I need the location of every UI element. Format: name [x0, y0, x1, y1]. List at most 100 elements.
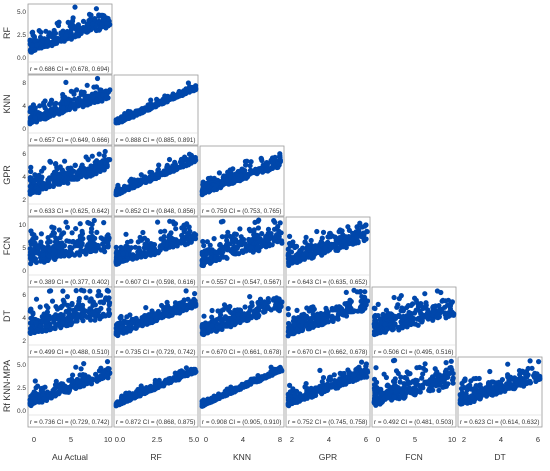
data-point — [331, 372, 337, 378]
data-point — [327, 377, 333, 383]
data-point — [75, 176, 81, 182]
data-point — [33, 296, 40, 302]
data-point — [58, 311, 64, 318]
data-point — [384, 326, 390, 332]
data-point — [236, 251, 242, 257]
data-point — [302, 384, 308, 390]
data-point — [262, 300, 268, 307]
data-point — [438, 289, 444, 296]
data-point — [148, 317, 154, 323]
data-point — [100, 167, 106, 173]
data-point — [393, 389, 399, 395]
data-point — [103, 237, 109, 243]
data-point — [52, 382, 59, 388]
data-point — [335, 247, 341, 253]
data-point — [80, 374, 86, 380]
data-point — [127, 323, 133, 329]
data-point — [117, 315, 123, 321]
data-point — [28, 261, 34, 267]
data-point — [383, 307, 389, 313]
data-point — [44, 184, 50, 190]
data-point — [298, 393, 304, 399]
data-point — [137, 234, 143, 240]
data-point — [141, 108, 148, 114]
data-point — [51, 248, 57, 254]
data-point — [120, 250, 126, 257]
data-point — [170, 241, 176, 247]
data-point — [323, 309, 330, 315]
scatter-panel: r = 0.872 CI = (0.868, 0.875) — [113, 356, 199, 428]
data-point — [46, 30, 53, 36]
data-point — [163, 170, 169, 176]
data-point — [132, 392, 138, 398]
data-point — [84, 21, 91, 27]
data-point — [351, 372, 357, 378]
data-point — [48, 108, 54, 115]
data-point — [63, 219, 69, 225]
data-point — [44, 39, 50, 45]
data-point — [35, 244, 41, 250]
data-point — [341, 370, 347, 377]
data-point — [294, 307, 300, 313]
data-point — [343, 242, 349, 248]
data-point — [85, 156, 91, 162]
data-point — [185, 370, 191, 376]
data-point — [375, 301, 381, 307]
data-point — [255, 218, 261, 224]
data-point — [447, 303, 453, 309]
data-point — [347, 297, 353, 303]
data-point — [256, 168, 262, 174]
data-point — [383, 374, 389, 381]
data-point — [77, 252, 83, 258]
data-point — [176, 88, 182, 95]
data-point — [162, 93, 168, 99]
data-point — [183, 90, 189, 97]
data-point — [32, 105, 38, 111]
data-point — [308, 322, 314, 328]
data-point — [56, 252, 62, 258]
data-point — [183, 288, 189, 294]
data-point — [308, 304, 314, 311]
data-point — [288, 249, 295, 255]
data-point — [219, 181, 225, 187]
data-point — [162, 228, 168, 234]
data-point — [97, 160, 103, 166]
data-point — [242, 304, 248, 310]
data-point — [53, 161, 59, 167]
scatter-panel: r = 0.623 CI = (0.614, 0.632) — [457, 356, 543, 428]
data-point — [422, 379, 428, 385]
data-point — [87, 288, 93, 294]
data-point — [259, 157, 265, 163]
data-point — [29, 42, 35, 48]
data-point — [248, 159, 254, 165]
data-point — [260, 238, 267, 244]
data-point — [47, 158, 53, 164]
data-point — [348, 309, 355, 315]
data-point — [439, 298, 445, 304]
correlation-label: r = 0.607 CI = (0.598, 0.616) — [116, 279, 195, 286]
correlation-label: r = 0.736 CI = (0.729, 0.742) — [30, 419, 109, 426]
data-point — [164, 99, 170, 105]
data-point — [208, 175, 214, 181]
scatter-panel: r = 0.657 CI = (0.649, 0.666) — [27, 74, 113, 146]
data-point — [185, 296, 191, 302]
data-point — [71, 91, 77, 97]
data-point — [28, 256, 34, 263]
data-point — [32, 47, 38, 53]
data-point — [207, 242, 213, 248]
data-point — [73, 226, 79, 232]
data-point — [192, 369, 198, 375]
scatter-panel: r = 0.752 CI = (0.745, 0.758) — [285, 356, 371, 428]
data-point — [80, 249, 86, 255]
data-point — [225, 229, 231, 235]
data-point — [291, 321, 297, 327]
data-point — [148, 97, 154, 103]
data-point — [54, 40, 60, 46]
scatter-panel: r = 0.852 CI = (0.848, 0.856) — [113, 145, 199, 217]
data-point — [419, 319, 425, 325]
data-point — [37, 103, 43, 109]
data-point — [416, 383, 423, 389]
data-point — [326, 234, 332, 240]
data-point — [317, 367, 323, 373]
data-point — [27, 326, 34, 332]
